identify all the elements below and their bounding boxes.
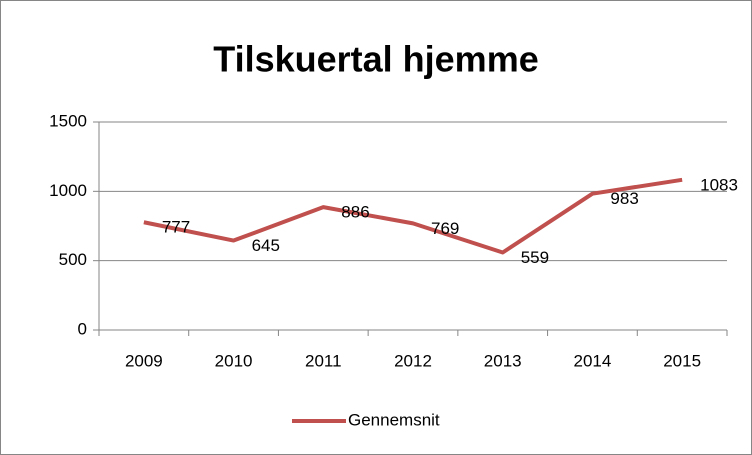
legend-label: Gennemsnit	[348, 410, 440, 429]
x-tick-label: 2009	[125, 351, 163, 370]
x-tick-label: 2012	[394, 351, 432, 370]
x-tick-label: 2013	[484, 351, 522, 370]
data-label: 769	[431, 219, 459, 238]
data-label: 559	[521, 248, 549, 267]
data-label: 645	[252, 236, 280, 255]
series-line	[143, 177, 683, 255]
data-label: 777	[162, 218, 190, 237]
data-label: 983	[610, 189, 638, 208]
x-tick-label: 2010	[215, 351, 253, 370]
data-label: 886	[341, 203, 369, 222]
y-tick-label: 1500	[49, 111, 87, 130]
y-tick-label: 0	[78, 319, 87, 338]
x-tick-label: 2011	[305, 351, 342, 370]
chart-title: Tilskuertal hjemme	[213, 39, 538, 80]
x-tick-label: 2015	[663, 351, 701, 370]
y-tick-label: 1000	[49, 181, 87, 200]
x-tick-label: 2014	[574, 351, 612, 370]
y-tick-label: 500	[59, 250, 87, 269]
data-label: 1083	[700, 175, 738, 194]
